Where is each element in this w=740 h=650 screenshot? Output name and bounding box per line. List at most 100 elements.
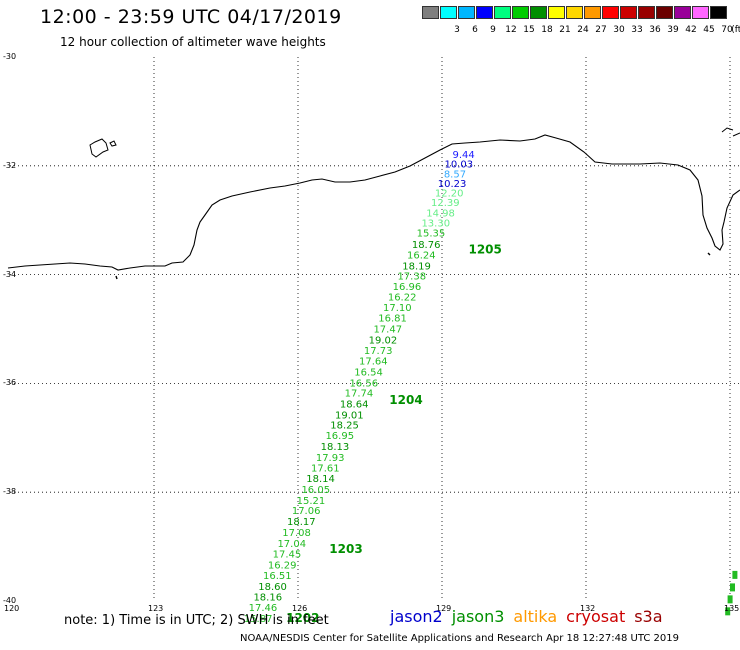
color-swatch — [602, 6, 619, 19]
swh-reading: 17.10 — [383, 303, 412, 314]
swh-reading: 16.95 — [325, 431, 354, 442]
color-scale-label: 15 — [523, 25, 535, 35]
color-scale-label: 30 — [613, 25, 625, 35]
longitude-label: 126 — [292, 604, 308, 613]
color-swatch — [638, 6, 655, 19]
color-swatch — [440, 6, 457, 19]
color-scale-label: 33 — [631, 25, 643, 35]
legend-altika: altika — [513, 607, 558, 626]
latitude-label: -34 — [3, 269, 17, 279]
swh-reading: 18.13 — [321, 442, 350, 453]
color-swatch — [620, 6, 637, 19]
swh-reading: 15.87 — [244, 614, 273, 625]
color-swatch — [494, 6, 511, 19]
latitude-label: -30 — [3, 52, 17, 61]
color-swatch — [512, 6, 529, 19]
units-note: note: 1) Time is in UTC; 2) SWH is in fe… — [64, 613, 329, 628]
color-scale-label: 3 — [454, 25, 460, 35]
map-subtitle: 12 hour collection of altimeter wave hei… — [60, 35, 326, 49]
coastal-dot-east — [707, 252, 711, 256]
swh-reading: 17.46 — [249, 603, 278, 614]
swh-reading: 17.74 — [345, 389, 374, 400]
swh-reading: 16.56 — [349, 378, 378, 389]
swh-reading: 15.35 — [417, 229, 446, 240]
color-scale-label: 42 — [685, 25, 697, 35]
color-scale-label: 21 — [559, 25, 571, 35]
color-swatch — [692, 6, 709, 19]
credit-line: NOAA/NESDIS Center for Satellite Applica… — [240, 633, 679, 644]
color-scale-label: 24 — [577, 25, 589, 35]
color-scale-label: 36 — [649, 25, 661, 35]
edge-track-mark — [730, 583, 735, 592]
swh-reading: 12.20 — [435, 188, 464, 199]
swh-reading: 8.57 — [444, 169, 466, 180]
swh-reading: 10.23 — [438, 179, 467, 190]
color-swatch — [548, 6, 565, 19]
swh-reading: 16.22 — [388, 292, 417, 303]
small-islet — [109, 140, 117, 147]
color-scale-label: 9 — [490, 25, 496, 35]
longitude-label: 129 — [436, 604, 452, 613]
time-label: 1204 — [389, 393, 422, 407]
swh-reading: 19.02 — [369, 335, 398, 346]
swh-reading: 17.45 — [273, 550, 302, 561]
swh-reading: 16.29 — [268, 561, 297, 572]
swh-reading: 17.08 — [282, 528, 311, 539]
color-scale-label: 6 — [472, 25, 478, 35]
latitude-label: -32 — [3, 160, 17, 170]
legend-jason3: jason3 — [451, 607, 505, 626]
australia-coastline — [7, 134, 740, 271]
swh-reading: 16.05 — [301, 485, 330, 496]
color-swatch — [584, 6, 601, 19]
swh-reading: 18.14 — [306, 474, 335, 485]
color-scale-label: 70 — [721, 25, 733, 35]
satellite-legend: jason2 jason3 altika cryosat s3a — [390, 607, 672, 626]
edge-track-mark — [732, 570, 738, 579]
color-swatch — [566, 6, 583, 19]
north-shore-edge — [721, 127, 734, 133]
longitude-label: 132 — [580, 604, 596, 613]
color-swatch — [710, 6, 727, 19]
swh-reading: 9.44 — [452, 150, 474, 161]
map-title: 12:00 - 23:59 UTC 04/17/2019 — [40, 6, 342, 28]
swh-reading: 18.64 — [340, 400, 369, 411]
latitude-label: -40 — [3, 596, 17, 605]
color-swatch — [458, 6, 475, 19]
color-swatch — [476, 6, 493, 19]
swh-reading: 10.03 — [444, 160, 473, 171]
swh-reading: 18.17 — [287, 517, 316, 528]
time-label: 1203 — [329, 542, 362, 556]
color-swatch — [656, 6, 673, 19]
swh-reading: 12.39 — [431, 198, 460, 209]
swh-reading: 16.24 — [407, 250, 436, 261]
time-label: 1205 — [468, 242, 501, 256]
swh-reading: 18.16 — [253, 593, 282, 604]
swh-reading: 16.54 — [354, 367, 383, 378]
swh-reading: 18.25 — [330, 421, 359, 432]
color-swatch — [674, 6, 691, 19]
time-label: 1202 — [286, 611, 319, 625]
swh-reading: 17.93 — [316, 453, 345, 464]
color-scale-label: 27 — [595, 25, 607, 35]
jason3-track: 9.4410.038.5710.2312.2012.3914.9813.3015… — [244, 150, 738, 625]
swh-reading: 18.76 — [412, 240, 441, 251]
swh-reading: 16.96 — [393, 282, 422, 293]
swh-reading: 16.81 — [378, 314, 407, 325]
swh-reading: 17.38 — [397, 272, 426, 283]
swh-reading: 16.51 — [263, 571, 292, 582]
swh-reading: 17.73 — [364, 346, 393, 357]
swh-reading: 15.21 — [297, 496, 326, 507]
legend-s3a: s3a — [634, 607, 663, 626]
swh-reading: 18.19 — [402, 261, 431, 272]
color-scale-label: 12 — [505, 25, 517, 35]
latitude-label: -38 — [3, 487, 17, 497]
lat-lon-grid — [10, 57, 740, 600]
swh-reading: 14.98 — [426, 209, 455, 220]
swh-reading: 17.61 — [311, 464, 340, 475]
color-swatch — [530, 6, 547, 19]
color-scale-label: 18 — [541, 25, 553, 35]
legend-cryosat: cryosat — [566, 607, 626, 626]
coastline — [7, 127, 740, 280]
coastal-dot — [115, 275, 118, 280]
